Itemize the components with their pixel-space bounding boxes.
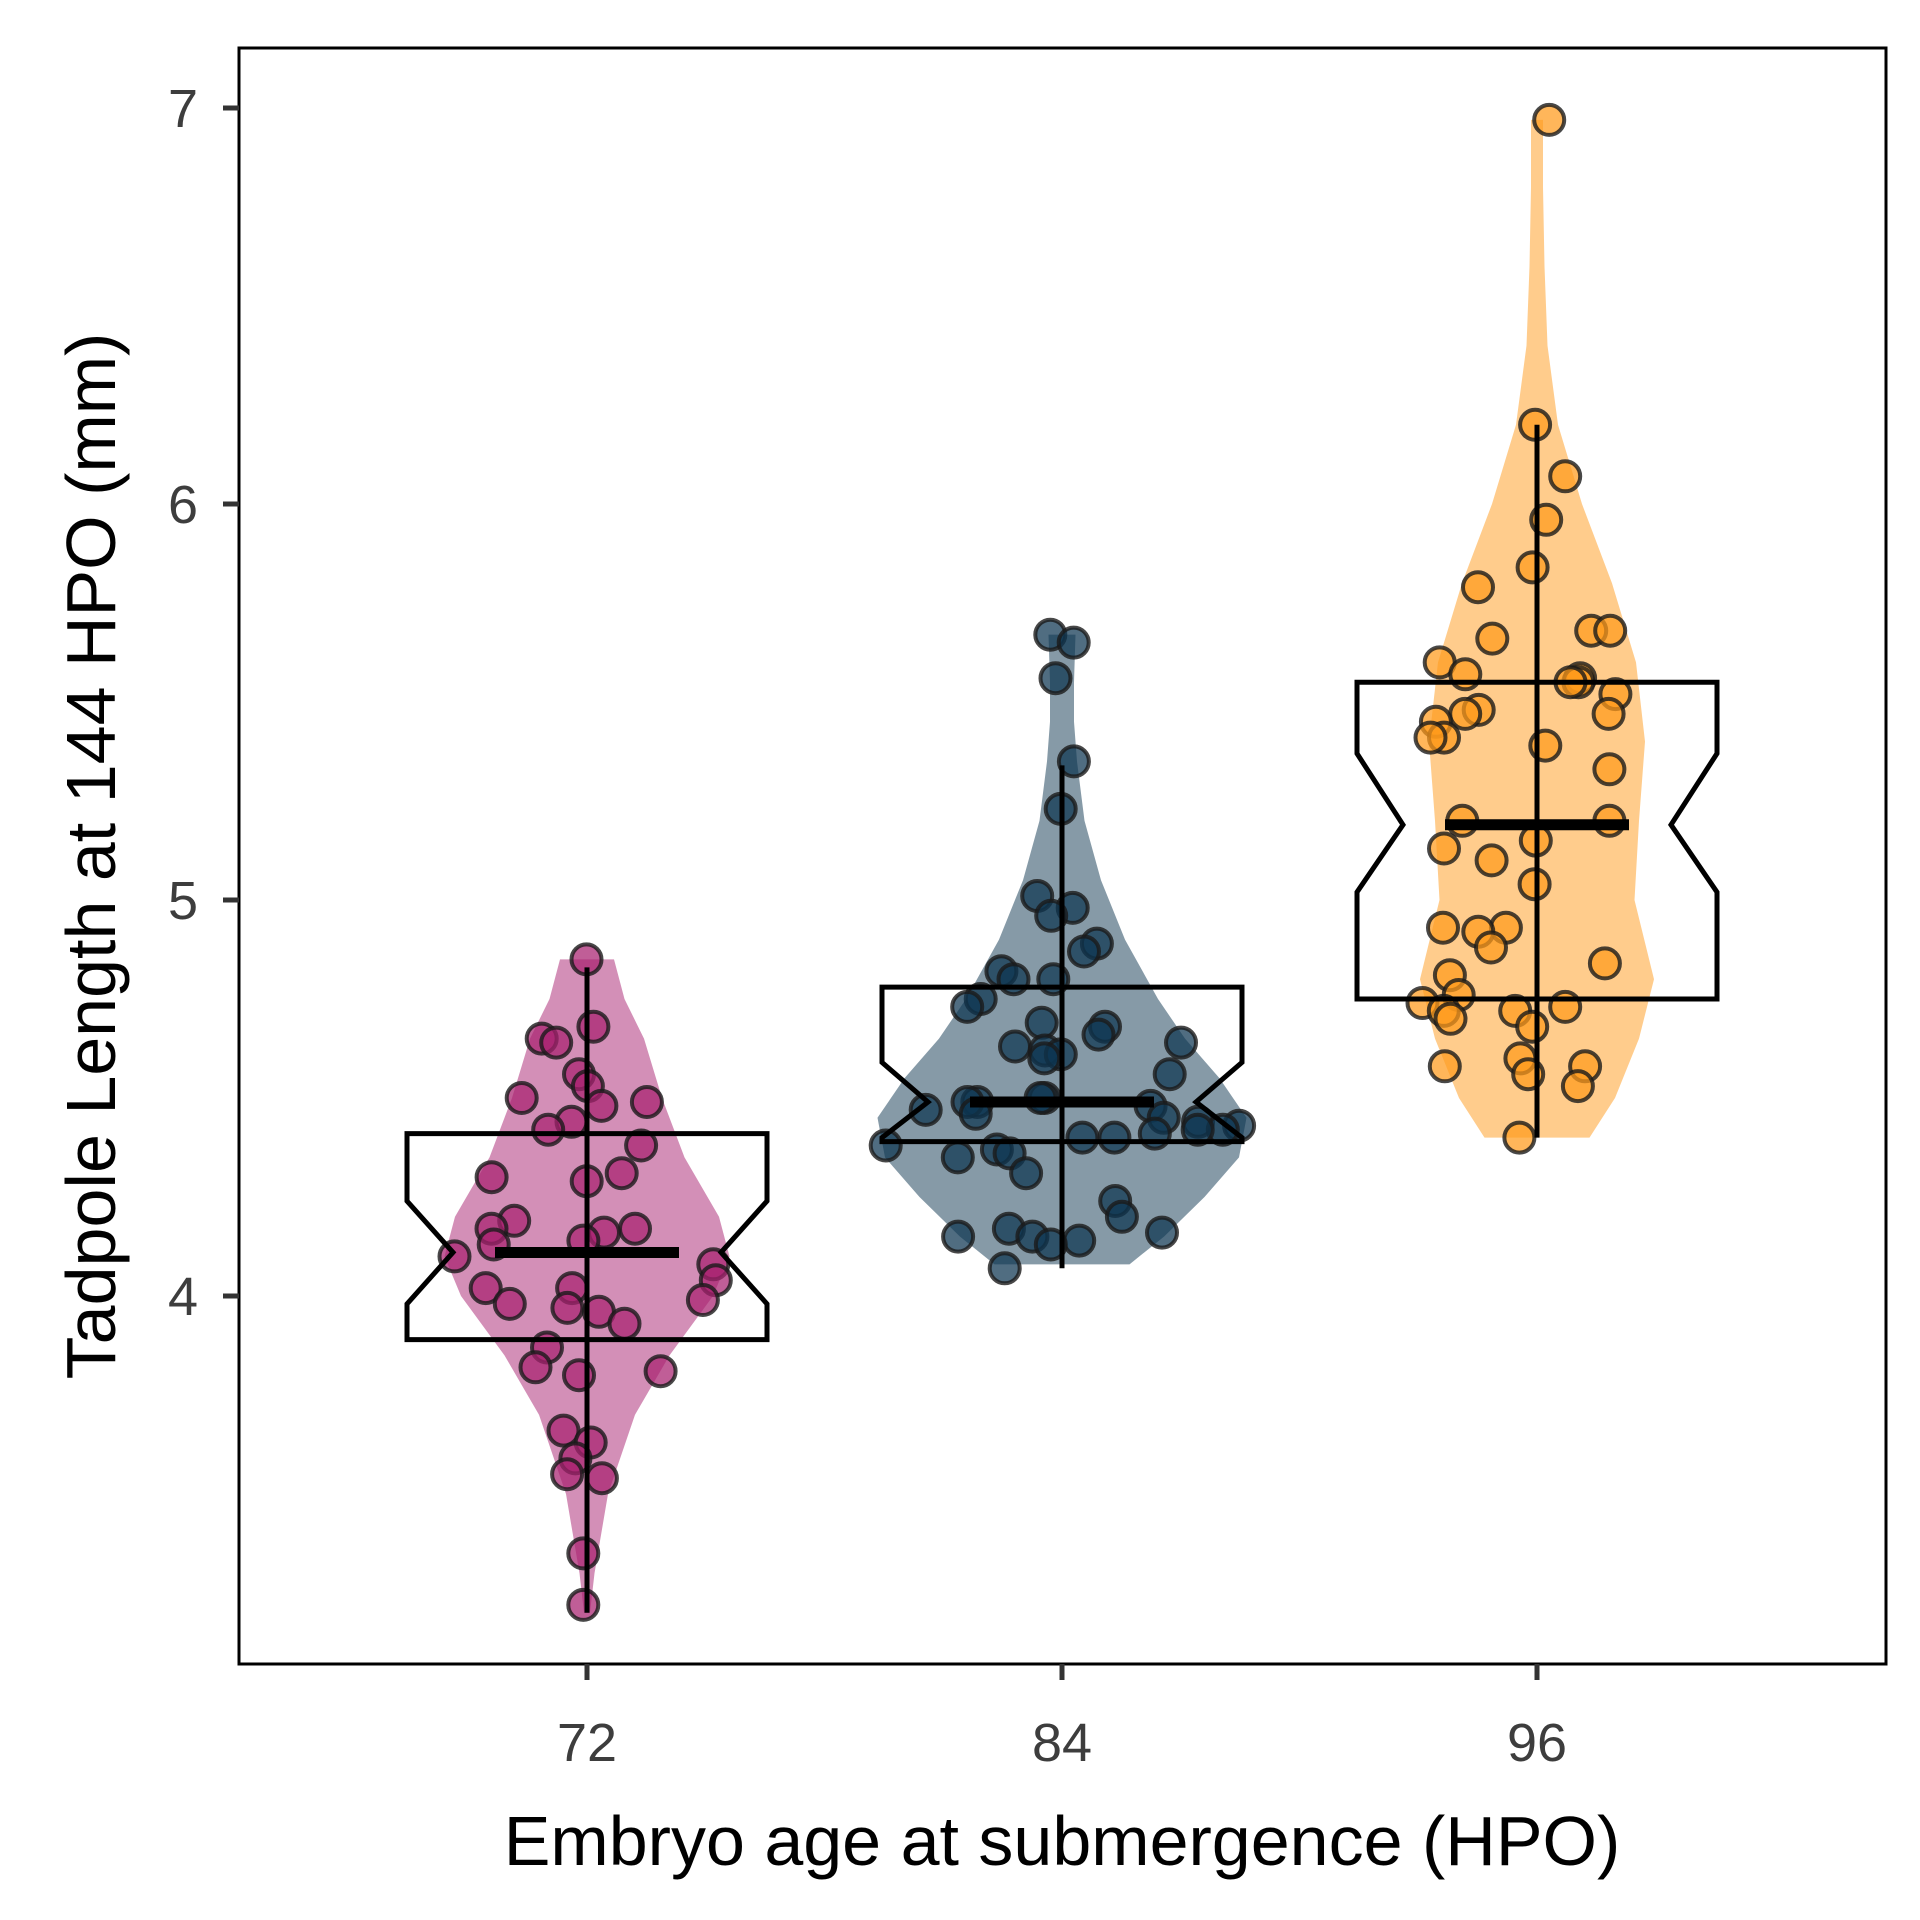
data-point-84-48 <box>941 1219 976 1254</box>
data-point-84-18 <box>1164 1025 1198 1060</box>
data-point-84-22 <box>1027 1041 1062 1076</box>
box-84 <box>879 984 1245 1145</box>
box-96 <box>1354 679 1720 1002</box>
data-point-96-0 <box>1532 102 1567 137</box>
data-point-72-32 <box>518 1350 553 1385</box>
data-point-72-30 <box>607 1306 642 1341</box>
data-point-96-20 <box>1413 720 1448 755</box>
x-tick-label-96: 96 <box>1507 1713 1567 1773</box>
data-point-72-1 <box>576 1009 611 1044</box>
data-point-72-39 <box>584 1461 619 1496</box>
data-point-72-8 <box>584 1088 619 1123</box>
data-point-72-3 <box>539 1025 574 1060</box>
data-point-72-38 <box>550 1457 585 1492</box>
y-tick-label-5: 5 <box>168 871 198 931</box>
data-point-84-50 <box>1062 1223 1097 1258</box>
data-point-72-40 <box>566 1536 601 1571</box>
data-point-84-38 <box>1065 1120 1100 1155</box>
data-point-84-7 <box>1034 898 1069 933</box>
data-point-96-29 <box>1426 910 1460 945</box>
x-tick-label-72: 72 <box>557 1713 617 1773</box>
axes: 72 84 96 4 5 6 7 <box>168 79 1567 1773</box>
data-point-84-47 <box>1145 1215 1179 1250</box>
data-point-96-43 <box>1427 1049 1462 1084</box>
data-point-72-27 <box>492 1286 527 1321</box>
data-point-72-11 <box>624 1128 659 1163</box>
data-point-84-3 <box>1056 744 1091 779</box>
data-point-84-19 <box>998 1029 1032 1064</box>
data-point-84-1 <box>1056 625 1091 660</box>
data-point-84-43 <box>1009 1156 1044 1191</box>
data-point-96-7 <box>1593 613 1628 648</box>
data-point-96-47 <box>1502 1120 1537 1155</box>
data-point-96-40 <box>1433 1001 1468 1036</box>
data-point-72-16 <box>618 1211 652 1246</box>
data-point-72-7 <box>629 1085 664 1119</box>
data-point-72-33 <box>643 1354 678 1389</box>
data-point-96-46 <box>1560 1069 1595 1104</box>
data-point-84-23 <box>1152 1057 1187 1092</box>
y-tick-label-7: 7 <box>168 79 198 139</box>
data-point-96-5 <box>1461 570 1495 605</box>
data-point-96-33 <box>1587 946 1622 981</box>
data-point-96-41 <box>1515 1009 1550 1044</box>
data-point-72-28 <box>550 1290 585 1325</box>
data-point-96-26 <box>1427 831 1461 866</box>
data-point-84-14 <box>950 989 985 1024</box>
data-point-84-29 <box>908 1092 943 1127</box>
data-point-72-24 <box>468 1271 503 1306</box>
data-point-96-22 <box>1592 752 1627 787</box>
y-tick-label-4: 4 <box>168 1267 198 1327</box>
box-72 <box>404 1131 770 1343</box>
y-tick-label-6: 6 <box>168 475 198 535</box>
data-point-96-4 <box>1515 550 1550 585</box>
x-tick-label-84: 84 <box>1032 1713 1092 1773</box>
data-point-96-16 <box>1591 696 1626 731</box>
data-point-84-37 <box>1097 1120 1132 1155</box>
data-point-72-12 <box>604 1156 639 1191</box>
data-point-72-6 <box>504 1081 539 1115</box>
data-point-84-17 <box>1081 1017 1116 1052</box>
data-point-84-11 <box>996 962 1031 997</box>
data-point-84-9 <box>1067 934 1101 969</box>
data-point-84-45 <box>1104 1199 1139 1234</box>
data-point-84-2 <box>1038 661 1073 696</box>
data-point-84-52 <box>987 1251 1022 1286</box>
data-point-72-35 <box>546 1413 581 1448</box>
data-point-84-15 <box>1024 1005 1059 1040</box>
y-axis-title: Tadpole Length at 144 HPO (mm) <box>52 333 130 1380</box>
data-point-72-26 <box>685 1283 720 1317</box>
data-point-96-32 <box>1474 930 1508 965</box>
data-point-96-27 <box>1474 843 1509 878</box>
data-point-84-35 <box>1180 1112 1215 1147</box>
data-point-84-42 <box>940 1140 975 1175</box>
data-point-84-51 <box>1033 1227 1068 1262</box>
data-point-72-10 <box>531 1112 566 1147</box>
x-axis-title: Embryo age at submergence (HPO) <box>504 1802 1621 1880</box>
data-point-72-13 <box>474 1160 509 1195</box>
data-point-96-37 <box>1548 989 1583 1024</box>
data-point-96-8 <box>1475 621 1510 656</box>
plot-area <box>404 102 1720 1622</box>
data-point-84-39 <box>868 1128 903 1163</box>
data-point-72-41 <box>566 1587 601 1622</box>
data-point-96-2 <box>1548 459 1583 494</box>
data-point-96-10 <box>1448 657 1483 692</box>
